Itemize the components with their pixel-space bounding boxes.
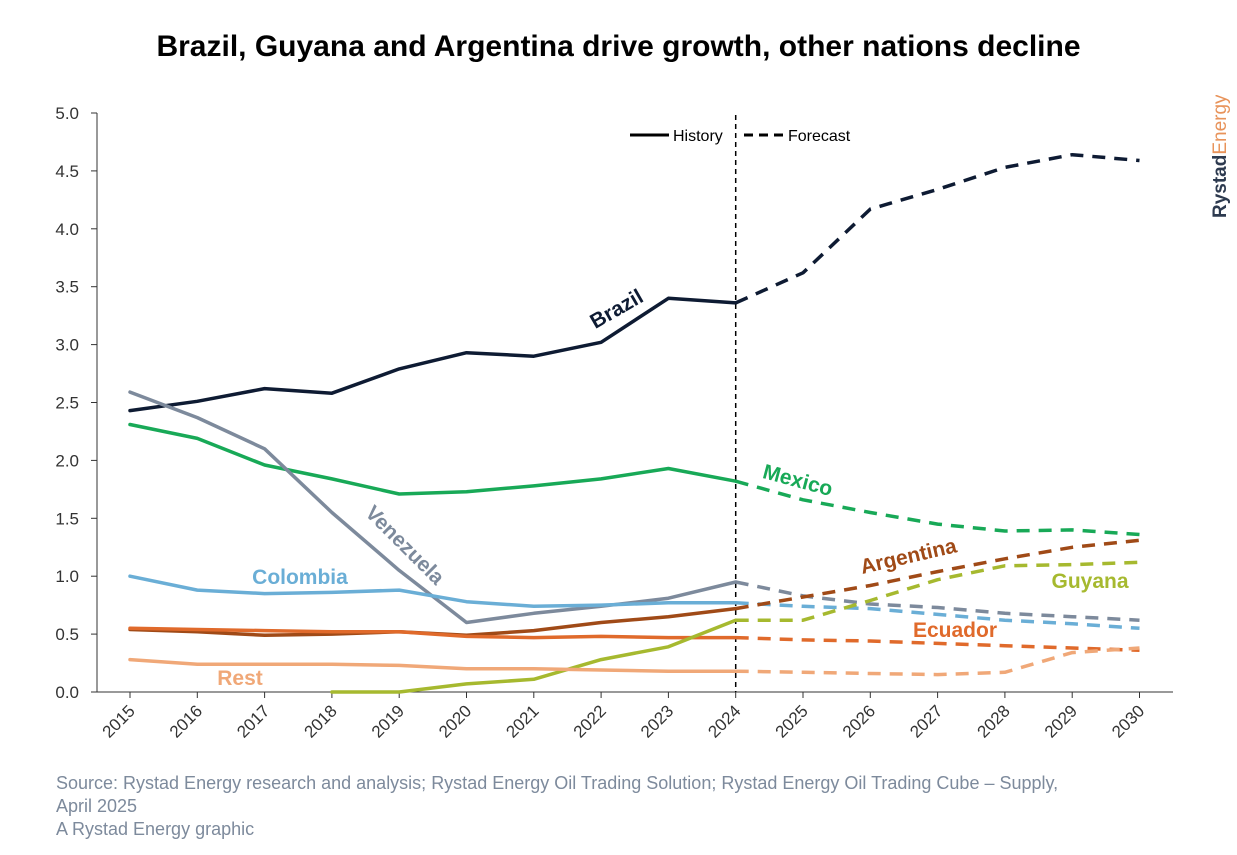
x-tick-label: 2015 [99,701,139,741]
ecuador-forecast-line [735,635,1140,653]
brazil-label: Brazil [586,285,647,334]
logo-text-rystad: Rystad [1210,155,1231,218]
svg-text:RystadEnergy: RystadEnergy [1210,95,1231,218]
y-tick-label: 0.0 [55,683,79,702]
source-line-1: Source: Rystad Energy research and analy… [56,773,1059,793]
mexico-history-line [128,422,738,496]
x-tick-label: 2028 [974,701,1014,741]
y-tick-label: 4.0 [55,220,79,239]
x-tick-label: 2027 [906,701,946,741]
mexico-label: Mexico [760,460,835,501]
source-note: Source: Rystad Energy research and analy… [56,772,1196,841]
x-tick-label: 2021 [502,701,542,741]
x-tick-label: 2029 [1041,701,1081,741]
logo-text-energy: Energy [1210,95,1231,155]
ecuador-label: Ecuador [913,619,997,642]
source-line-2: April 2025 [56,796,138,816]
brazil-forecast-line [734,152,1140,305]
colombia-label: Colombia [252,566,348,589]
x-tick-label: 2030 [1108,701,1148,741]
x-axis: 2015 2016 2017 2018 2019 2020 2021 2022 2023 2024… [97,115,1173,742]
x-tick-label: 2018 [301,701,341,741]
rystad-energy-logo: RystadEnergy [1210,95,1231,218]
rest-history-line [128,657,738,673]
mexico-forecast-line [735,479,1140,537]
rest-forecast-line [735,646,1140,677]
colombia-forecast-line [735,601,1140,631]
x-tick-label: 2020 [435,701,475,741]
guyana-label: Guyana [1051,570,1128,593]
legend: History Forecast [630,128,851,145]
y-tick-label: 2.0 [55,451,79,470]
series-lines [128,152,1140,694]
x-tick-label: 2016 [166,701,206,741]
source-credit: A Rystad Energy graphic [56,819,255,839]
rest-label: Rest [217,667,263,690]
ecuador-history-line [128,626,738,640]
legend-history-label: History [673,128,723,145]
x-tick-label: 2019 [368,701,408,741]
y-tick-label: 2.5 [55,394,79,413]
y-tick-label: 5.0 [55,104,79,123]
x-tick-label: 2024 [704,701,744,741]
y-tick-label: 3.0 [55,336,79,355]
x-tick-label: 2026 [839,701,879,741]
argentina-label: Argentina [858,534,959,579]
x-tick-label: 2022 [570,701,610,741]
argentina-forecast-line [735,538,1140,611]
y-tick-label: 1.5 [55,509,79,528]
y-tick-label: 3.5 [55,278,79,297]
y-tick-label: 1.0 [55,567,79,586]
guyana-forecast-line [735,560,1140,622]
chart-title: Brazil, Guyana and Argentina drive growt… [156,30,1081,63]
y-tick-label: 0.5 [55,625,79,644]
y-axis: 0.0 0.5 1.0 1.5 2.0 2.5 3.0 3.5 4.0 4.5 5.0 [55,104,98,702]
x-tick-label: 2025 [772,701,812,741]
x-tick-label: 2023 [637,701,677,741]
guyana-history-line [330,618,738,694]
legend-forecast-label: Forecast [788,128,851,145]
y-tick-label: 4.5 [55,162,79,181]
brazil-history-line [128,296,738,413]
x-tick-label: 2017 [233,701,273,741]
colombia-history-line [128,574,738,609]
